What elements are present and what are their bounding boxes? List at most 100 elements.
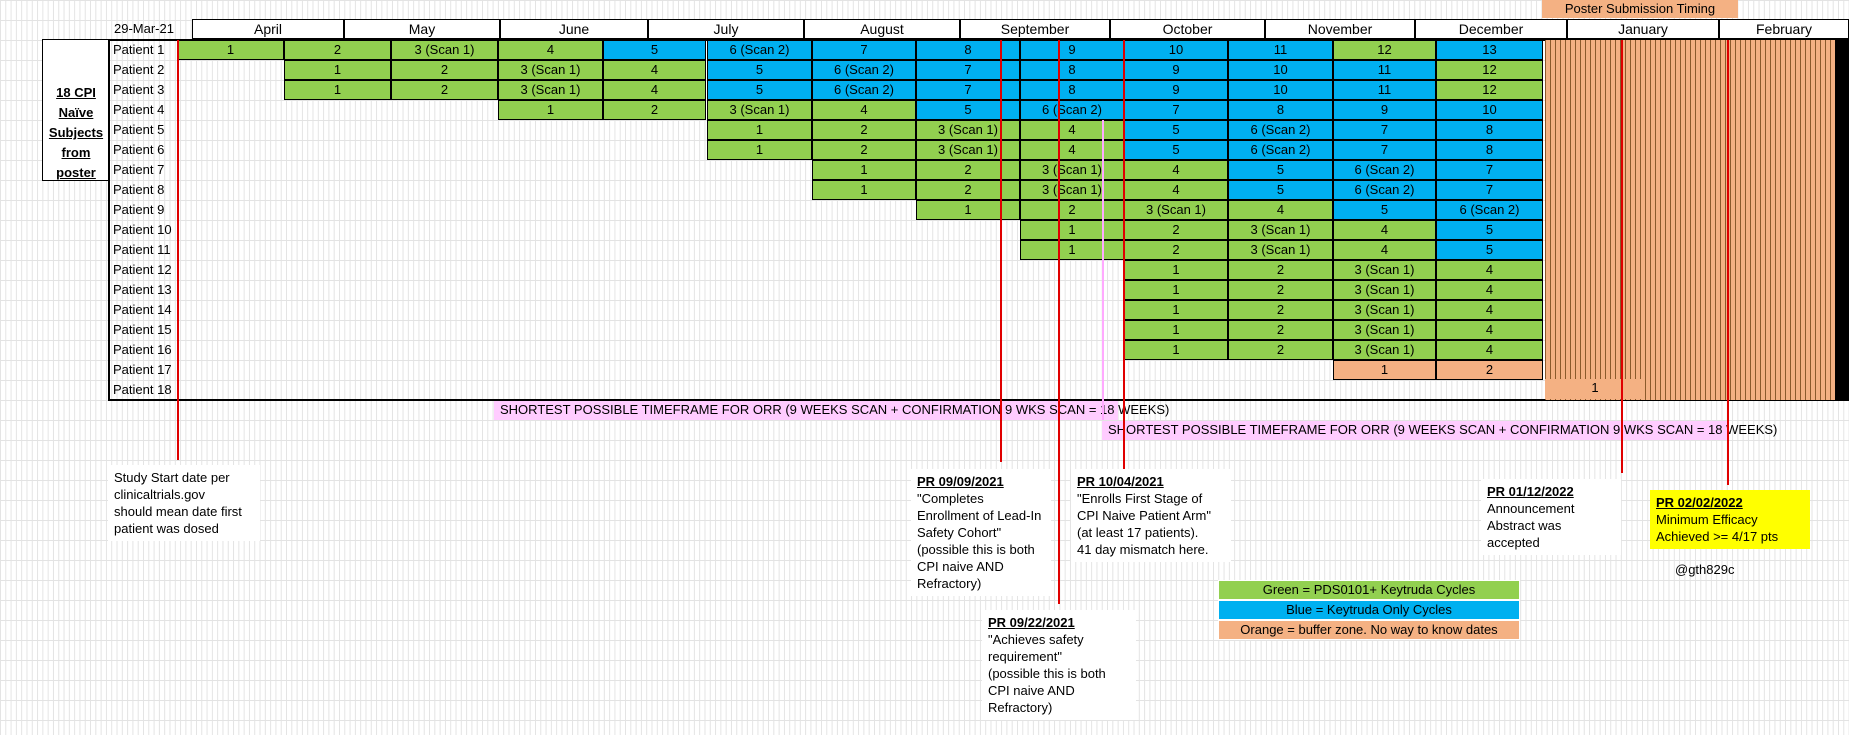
patient-12-cycle-2: 2: [1228, 260, 1333, 280]
patient-10-cycle-4: 4: [1333, 220, 1436, 240]
patient-12-cycle-4: 4: [1436, 260, 1543, 280]
patient-11-cycle-2: 2: [1124, 240, 1228, 260]
patient-3-cycle-1: 1: [284, 80, 391, 100]
month-april: April: [192, 19, 344, 39]
patient-7-cycle-1: 1: [812, 160, 916, 180]
note-pr-1004: PR 10/04/2021 "Enrolls First Stage of CPI…: [1071, 469, 1231, 562]
pr-0922-line: [1058, 40, 1060, 604]
patient-14-cycle-4: 4: [1436, 300, 1543, 320]
patient-name-1: Patient 1: [113, 42, 165, 57]
patient-12-cycle-1: 1: [1124, 260, 1228, 280]
note-body: Announcement Abstract was accepted: [1487, 501, 1575, 550]
patient-4-cycle-7: 7: [1124, 100, 1228, 120]
patient-1-cycle-13: 13: [1436, 40, 1543, 60]
patient-1-cycle-10: 10: [1124, 40, 1228, 60]
note-pr-0112: PR 01/12/2022 Announcement Abstract was a…: [1481, 479, 1621, 555]
patient-8-cycle-6: 6 (Scan 2): [1333, 180, 1436, 200]
note-body: Minimum Efficacy Achieved >= 4/17 pts: [1656, 512, 1779, 544]
patient-7-cycle-2: 2: [916, 160, 1020, 180]
patient-10-cycle-3: 3 (Scan 1): [1228, 220, 1333, 240]
pr-1004-line: [1123, 40, 1125, 472]
patient-3-cycle-10: 10: [1228, 80, 1333, 100]
patient-4-cycle-2: 2: [603, 100, 706, 120]
patient-4-cycle-4: 4: [812, 100, 916, 120]
side-label-box: [42, 39, 110, 181]
patient-1-cycle-9: 9: [1020, 40, 1124, 60]
note-title: PR 09/09/2021: [917, 474, 1004, 489]
patient-4-cycle-5: 5: [916, 100, 1020, 120]
patient-13-cycle-2: 2: [1228, 280, 1333, 300]
patient-6-cycle-4: 4: [1020, 140, 1124, 160]
patient-3-cycle-7: 7: [916, 80, 1020, 100]
patient-4-cycle-8: 8: [1228, 100, 1333, 120]
patient-2-cycle-2: 2: [391, 60, 498, 80]
patient-11-cycle-1: 1: [1020, 240, 1124, 260]
patient-2-cycle-4: 4: [603, 60, 706, 80]
note-body: "Completes Enrollment of Lead-In Safety …: [917, 491, 1042, 591]
patient-5-cycle-7: 7: [1333, 120, 1436, 140]
patient-name-14: Patient 14: [113, 302, 172, 317]
note-title: PR 09/22/2021: [988, 615, 1075, 630]
patient-5-cycle-4: 4: [1020, 120, 1124, 140]
patient-9-cycle-3: 3 (Scan 1): [1124, 200, 1228, 220]
patient-6-cycle-8: 8: [1436, 140, 1543, 160]
note-body: "Achieves safety requirement" (possible …: [988, 632, 1106, 715]
patient-5-cycle-1: 1: [707, 120, 812, 140]
legend-green: Green = PDS0101+ Keytruda Cycles: [1218, 580, 1520, 600]
patient-17-cycle-2: 2: [1436, 360, 1543, 380]
patient-name-13: Patient 13: [113, 282, 172, 297]
patient-10-cycle-2: 2: [1124, 220, 1228, 240]
patient-6-cycle-3: 3 (Scan 1): [916, 140, 1020, 160]
patient-name-2: Patient 2: [113, 62, 165, 77]
patient-6-cycle-5: 5: [1124, 140, 1228, 160]
patient-8-cycle-5: 5: [1228, 180, 1333, 200]
start-date-cell: 29-Mar-21: [114, 21, 174, 36]
patient-5-cycle-2: 2: [812, 120, 916, 140]
pr-0909-line: [1000, 40, 1002, 462]
patient-11-cycle-5: 5: [1436, 240, 1543, 260]
patient-4-cycle-6: 6 (Scan 2): [1020, 100, 1124, 120]
patient-16-cycle-4: 4: [1436, 340, 1543, 360]
patient-14-cycle-2: 2: [1228, 300, 1333, 320]
month-january: January: [1567, 19, 1719, 39]
patient-1-cycle-3: 3 (Scan 1): [391, 40, 498, 60]
note-title: PR 02/02/2022: [1656, 495, 1743, 510]
patient-5-cycle-6: 6 (Scan 2): [1228, 120, 1333, 140]
note-pr-0909: PR 09/09/2021 "Completes Enrollment of Le…: [911, 469, 1051, 596]
note-pr-0922: PR 09/22/2021 "Achieves safety requiremen…: [982, 610, 1136, 720]
patient-3-cycle-4: 4: [603, 80, 706, 100]
orr-timeframe-bar-1: SHORTEST POSSIBLE TIMEFRAME FOR ORR (9 W…: [494, 401, 1169, 420]
patient-12-cycle-3: 3 (Scan 1): [1333, 260, 1436, 280]
patient-1-cycle-5: 5: [603, 40, 706, 60]
patient-1-cycle-8: 8: [916, 40, 1020, 60]
patient-16-cycle-1: 1: [1124, 340, 1228, 360]
patient-name-10: Patient 10: [113, 222, 172, 237]
patient-14-cycle-3: 3 (Scan 1): [1333, 300, 1436, 320]
patient-1-cycle-1: 1: [177, 40, 284, 60]
note-study-start: Study Start date per clinicaltrials.gov …: [108, 465, 260, 541]
patient-8-cycle-3: 3 (Scan 1): [1020, 180, 1124, 200]
patient-7-cycle-6: 6 (Scan 2): [1333, 160, 1436, 180]
patient-11-cycle-3: 3 (Scan 1): [1228, 240, 1333, 260]
note-title: PR 10/04/2021: [1077, 474, 1164, 489]
patient-18-cycle-1: 1: [1545, 379, 1645, 399]
patient-16-cycle-2: 2: [1228, 340, 1333, 360]
month-july: July: [648, 19, 804, 39]
patient-9-cycle-6: 6 (Scan 2): [1436, 200, 1543, 220]
patient-9-cycle-1: 1: [916, 200, 1020, 220]
patient-3-cycle-5: 5: [707, 80, 812, 100]
patient-2-cycle-8: 8: [1020, 60, 1124, 80]
patient-6-cycle-1: 1: [707, 140, 812, 160]
note-title: PR 01/12/2022: [1487, 484, 1574, 499]
patient-3-cycle-9: 9: [1124, 80, 1228, 100]
patient-name-15: Patient 15: [113, 322, 172, 337]
patient-6-cycle-6: 6 (Scan 2): [1228, 140, 1333, 160]
pr-0112-line: [1621, 40, 1623, 473]
patient-4-cycle-10: 10: [1436, 100, 1543, 120]
patient-9-cycle-2: 2: [1020, 200, 1124, 220]
legend-blue: Blue = Keytruda Only Cycles: [1218, 600, 1520, 620]
side-label: 18 CPI Naïve Subjects from poster: [48, 85, 104, 180]
patient-name-9: Patient 9: [113, 202, 165, 217]
patient-10-cycle-1: 1: [1020, 220, 1124, 240]
note-body: "Enrolls First Stage of CPI Naive Patien…: [1077, 491, 1211, 557]
